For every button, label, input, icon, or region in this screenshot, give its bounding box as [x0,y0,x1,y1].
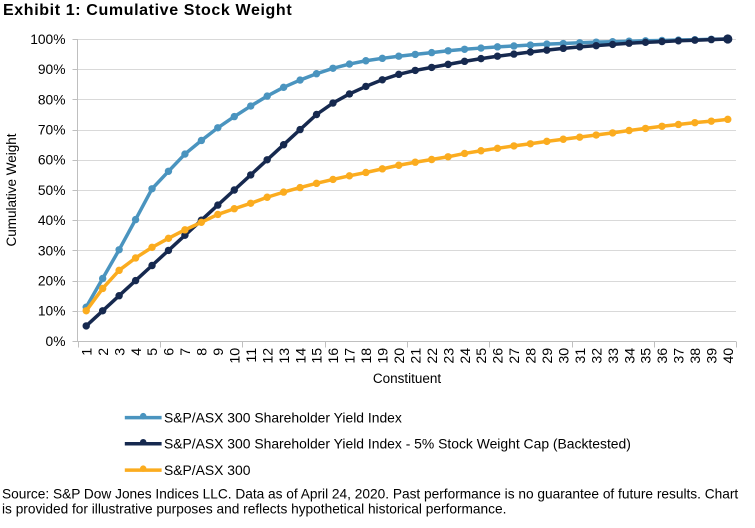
svg-text:60%: 60% [38,153,66,168]
svg-text:8: 8 [195,348,211,356]
svg-text:10%: 10% [38,304,66,319]
svg-text:22: 22 [425,348,441,364]
svg-text:23: 23 [441,348,457,364]
svg-text:14: 14 [293,348,309,364]
svg-text:16: 16 [326,348,342,364]
svg-text:10: 10 [227,348,243,364]
svg-text:24: 24 [458,348,474,364]
svg-text:30: 30 [556,348,572,364]
svg-text:1: 1 [79,348,95,356]
svg-text:36: 36 [655,348,671,364]
svg-text:9: 9 [211,348,227,356]
svg-text:15: 15 [310,348,326,364]
svg-text:25: 25 [474,348,490,364]
svg-text:31: 31 [573,348,589,364]
svg-text:34: 34 [622,348,638,364]
svg-text:18: 18 [359,348,375,364]
svg-text:Source: S&P Dow Jones Indices: Source: S&P Dow Jones Indices LLC. Data … [2,487,738,502]
svg-text:3: 3 [112,348,128,356]
svg-text:Cumulative Weight: Cumulative Weight [4,133,19,246]
svg-text:S&P/ASX 300: S&P/ASX 300 [164,462,251,478]
svg-text:7: 7 [178,348,194,356]
svg-text:Constituent: Constituent [373,371,442,386]
svg-text:40: 40 [721,348,737,364]
svg-text:37: 37 [672,348,688,364]
svg-text:28: 28 [524,348,540,364]
svg-text:27: 27 [507,348,523,364]
svg-text:19: 19 [376,348,392,364]
svg-text:Exhibit 1: Cumulative Stock We: Exhibit 1: Cumulative Stock Weight [3,2,292,19]
svg-text:33: 33 [606,348,622,364]
svg-text:80%: 80% [38,92,66,107]
svg-text:2: 2 [96,348,112,356]
svg-text:90%: 90% [38,62,66,77]
svg-text:S&P/ASX 300 Shareholder Yield: S&P/ASX 300 Shareholder Yield Index [164,410,402,426]
svg-text:40%: 40% [38,213,66,228]
svg-text:32: 32 [589,348,605,364]
svg-text:4: 4 [129,348,145,356]
svg-text:21: 21 [408,348,424,364]
svg-text:30%: 30% [38,243,66,258]
svg-text:13: 13 [277,348,293,364]
svg-text:0%: 0% [46,334,66,349]
svg-text:20: 20 [392,348,408,364]
svg-text:70%: 70% [38,123,66,138]
svg-text:100%: 100% [30,32,65,47]
svg-text:S&P/ASX 300 Shareholder Yield: S&P/ASX 300 Shareholder Yield Index - 5%… [164,436,631,452]
svg-text:is provided for illustrative p: is provided for illustrative purposes an… [2,502,506,517]
svg-text:20%: 20% [38,274,66,289]
svg-text:11: 11 [244,348,260,363]
svg-text:38: 38 [688,348,704,364]
svg-text:26: 26 [491,348,507,364]
svg-text:5: 5 [145,348,161,356]
svg-text:12: 12 [260,348,276,364]
svg-text:17: 17 [343,348,359,364]
svg-text:50%: 50% [38,183,66,198]
svg-text:39: 39 [705,348,721,364]
svg-text:29: 29 [540,348,556,364]
svg-text:6: 6 [162,348,178,356]
svg-text:35: 35 [639,348,655,364]
